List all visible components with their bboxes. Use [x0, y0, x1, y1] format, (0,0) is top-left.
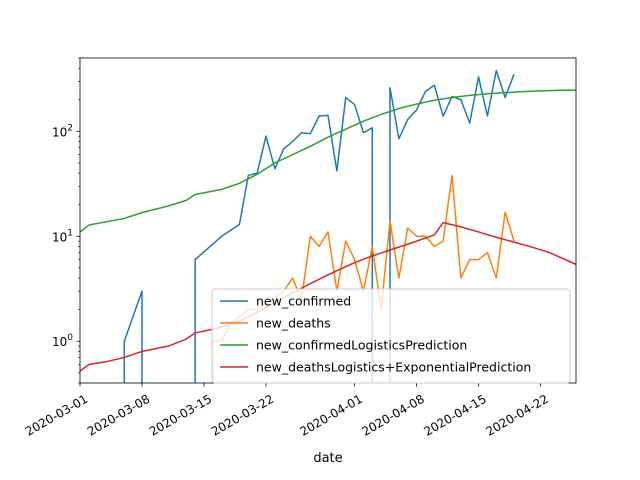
- y-tick-label: 101: [52, 228, 73, 244]
- legend-label: new_deathsLogistics+ExponentialPredictio…: [256, 360, 531, 375]
- legend-box: [211, 288, 571, 384]
- series-layer: [80, 69, 576, 383]
- legend: new_confirmed new_deaths new_confirmedLogi…: [211, 288, 571, 384]
- series-line-new-confirmed: [123, 69, 515, 383]
- y-tick-label: 100: [52, 333, 73, 349]
- legend-label: new_deaths: [256, 316, 331, 331]
- series-line-new-deathslogistics-exponentialprediction: [80, 221, 576, 372]
- legend-label: new_confirmedLogisticsPrediction: [256, 338, 467, 353]
- series-line-new-confirmedlogisticsprediction: [80, 89, 576, 233]
- legend-label: new_confirmed: [256, 294, 351, 309]
- y-tick-label: 102: [52, 123, 73, 139]
- x-axis-label: date: [313, 451, 342, 466]
- y-axis: 100 101 102: [52, 57, 80, 384]
